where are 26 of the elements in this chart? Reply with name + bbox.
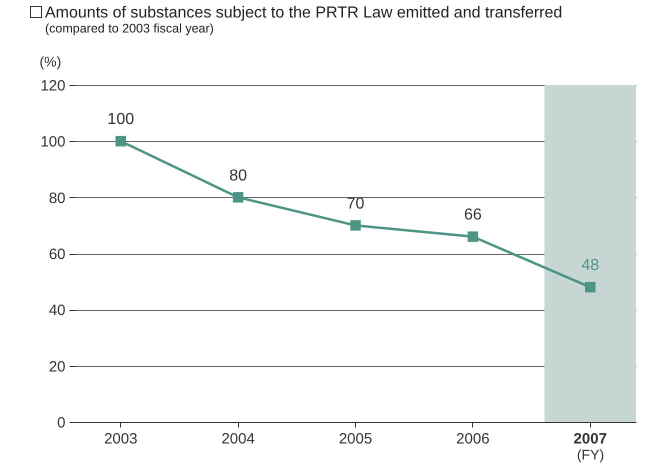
chart-title: Amounts of substances subject to the PRTR Law emitted and transferred [45, 4, 562, 22]
point [584, 282, 596, 292]
y-tick-label: 120 [40, 78, 66, 94]
y-tick-label: 80 [48, 190, 66, 207]
data-label: 66 [464, 206, 482, 224]
point [116, 136, 126, 146]
y-tick-label: 0 [57, 414, 66, 432]
data-label: 80 [229, 167, 248, 184]
x-tick-label: 2003 [104, 430, 138, 448]
point [468, 231, 478, 242]
x-tick-label: 2005 [338, 430, 372, 448]
chart-subtitle: (compared to 2003 fiscal year) [45, 22, 214, 36]
y-tick-label: 100 [40, 134, 66, 151]
y-tick-label: 20 [48, 358, 66, 376]
data-label: 48 [581, 257, 600, 274]
x-tick-label: 2004 [221, 430, 255, 448]
point [350, 220, 361, 231]
x-tick-label: 2006 [456, 430, 490, 448]
x-axis-title: (FY) [576, 446, 604, 462]
y-tick-label: 40 [48, 302, 66, 320]
y-tick-label: 60 [48, 246, 66, 263]
y-axis-title: (%) [40, 54, 62, 70]
point [232, 192, 244, 203]
data-label: 100 [107, 111, 134, 128]
data-label: 70 [346, 195, 364, 212]
x-tick-label: 2007 [574, 430, 607, 448]
